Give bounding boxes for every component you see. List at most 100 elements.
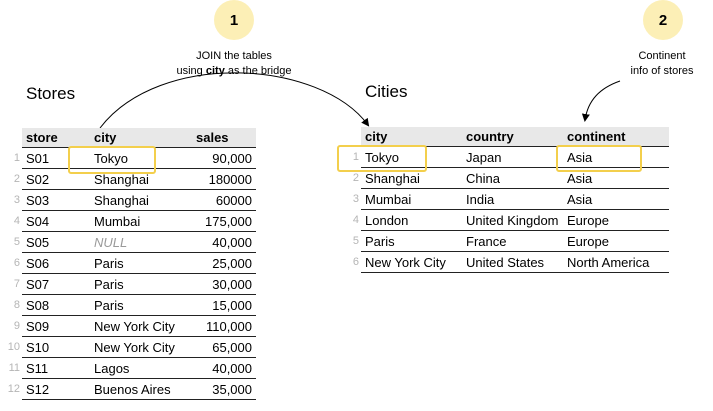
join-arrow xyxy=(99,72,370,129)
row-index: 3 xyxy=(340,188,361,210)
store-cell: S08 xyxy=(22,294,90,316)
continent-cell: Asia xyxy=(563,146,669,168)
cities-col-city: city xyxy=(361,127,462,147)
table-row: 2 S02 Shanghai 180000 xyxy=(2,168,256,190)
country-cell: United States xyxy=(462,251,563,273)
step-2-note-line2: info of stores xyxy=(630,65,694,77)
row-index: 1 xyxy=(2,147,22,169)
sales-cell: 30,000 xyxy=(192,273,256,295)
cities-col-continent: continent xyxy=(563,127,669,147)
table-row: 8 S08 Paris 15,000 xyxy=(2,294,256,316)
step-1-badge: 1 xyxy=(214,0,254,40)
row-index: 12 xyxy=(2,378,22,400)
store-cell: S07 xyxy=(22,273,90,295)
store-cell: S09 xyxy=(22,315,90,337)
step-1-note: JOIN the tables using city as the bridge xyxy=(174,49,294,79)
row-index: 2 xyxy=(2,168,22,190)
table-row: 6 S06 Paris 25,000 xyxy=(2,252,256,274)
store-cell: S10 xyxy=(22,336,90,358)
store-cell: S05 xyxy=(22,231,90,253)
city-cell: Paris xyxy=(90,294,192,316)
step-1-note-post: as the bridge xyxy=(224,65,292,77)
row-index: 11 xyxy=(2,357,22,379)
city-cell: Buenos Aires xyxy=(90,378,192,400)
row-index: 5 xyxy=(2,231,22,253)
table-row: 6 New York City United States North America xyxy=(340,251,669,273)
table-row: 3 Mumbai India Asia xyxy=(340,188,669,210)
row-index: 7 xyxy=(2,273,22,295)
city-cell: Paris xyxy=(361,230,462,252)
table-row: 4 S04 Mumbai 175,000 xyxy=(2,210,256,232)
city-cell: New York City xyxy=(90,336,192,358)
continent-cell: Europe xyxy=(563,209,669,231)
table-row: 10 S10 New York City 65,000 xyxy=(2,336,256,358)
stores-index-header xyxy=(2,128,22,148)
row-index: 6 xyxy=(340,251,361,273)
country-cell: China xyxy=(462,167,563,189)
city-cell: Lagos xyxy=(90,357,192,379)
step-1-note-line1: JOIN the tables xyxy=(196,50,272,62)
continent-cell: Europe xyxy=(563,230,669,252)
city-cell: Tokyo xyxy=(90,147,192,169)
continent-cell: Asia xyxy=(563,188,669,210)
country-cell: India xyxy=(462,188,563,210)
sales-cell: 65,000 xyxy=(192,336,256,358)
step-2-note: Continent info of stores xyxy=(612,49,712,79)
row-index: 10 xyxy=(2,336,22,358)
cities-header-row: city country continent xyxy=(340,127,669,147)
row-index: 2 xyxy=(340,167,361,189)
stores-table: store city sales 1 S01 Tokyo 90,000 2 S02 Shan… xyxy=(2,128,256,400)
store-cell: S01 xyxy=(22,147,90,169)
city-cell: London xyxy=(361,209,462,231)
table-row: 4 London United Kingdom Europe xyxy=(340,209,669,231)
stores-col-city: city xyxy=(90,128,192,148)
sales-cell: 180000 xyxy=(192,168,256,190)
stores-col-sales: sales xyxy=(192,128,256,148)
store-cell: S12 xyxy=(22,378,90,400)
city-cell: Paris xyxy=(90,252,192,274)
store-cell: S06 xyxy=(22,252,90,274)
city-cell: New York City xyxy=(90,315,192,337)
city-cell: Shanghai xyxy=(90,189,192,211)
city-cell: Mumbai xyxy=(90,210,192,232)
cities-asia-highlight xyxy=(556,145,642,172)
step-1-note-pre: using xyxy=(176,65,206,77)
sales-cell: 110,000 xyxy=(192,315,256,337)
row-index: 4 xyxy=(2,210,22,232)
store-cell: S11 xyxy=(22,357,90,379)
row-index: 1 xyxy=(340,146,361,168)
store-cell: S04 xyxy=(22,210,90,232)
table-row: 12 S12 Buenos Aires 35,000 xyxy=(2,378,256,400)
row-index: 4 xyxy=(340,209,361,231)
country-cell: France xyxy=(462,230,563,252)
country-cell: Japan xyxy=(462,146,563,168)
sales-cell: 60000 xyxy=(192,189,256,211)
row-index: 6 xyxy=(2,252,22,274)
cities-col-country: country xyxy=(462,127,563,147)
sales-cell: 90,000 xyxy=(192,147,256,169)
sales-cell: 40,000 xyxy=(192,357,256,379)
stores-title: Stores xyxy=(26,84,76,103)
table-row: 11 S11 Lagos 40,000 xyxy=(2,357,256,379)
step-2-badge: 2 xyxy=(643,0,683,40)
sales-cell: 175,000 xyxy=(192,210,256,232)
cities-tokyo-highlight xyxy=(337,145,427,172)
continent-cell: North America xyxy=(563,251,669,273)
step-1-note-line2: using city as the bridge xyxy=(174,64,294,79)
step-2-note-line1: Continent xyxy=(638,50,686,62)
table-row: 5 S05 NULL 40,000 xyxy=(2,231,256,253)
stores-tokyo-highlight xyxy=(68,146,156,174)
sales-cell: 40,000 xyxy=(192,231,256,253)
table-row: 7 S07 Paris 30,000 xyxy=(2,273,256,295)
row-index: 3 xyxy=(2,189,22,211)
city-cell: Shanghai xyxy=(361,167,462,189)
table-row: 1 S01 Tokyo 90,000 xyxy=(2,147,256,169)
cities-title: Cities xyxy=(365,82,408,101)
table-row: 5 Paris France Europe xyxy=(340,230,669,252)
country-cell: United Kingdom xyxy=(462,209,563,231)
continent-arrow xyxy=(581,80,621,122)
table-row: 1 Tokyo Japan Asia xyxy=(340,146,669,168)
cities-index-header xyxy=(340,127,361,147)
sales-cell: 25,000 xyxy=(192,252,256,274)
